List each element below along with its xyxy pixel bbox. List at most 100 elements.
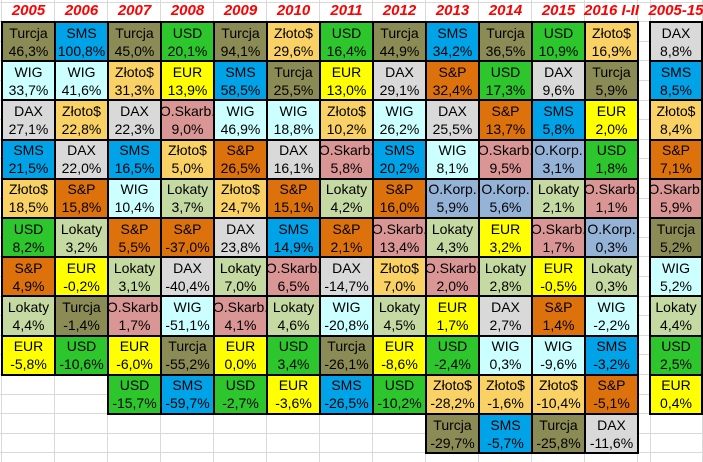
cell-2005-dax[interactable]: DAX 27,1%	[1, 99, 56, 141]
cell-2005-lokaty[interactable]: Lokaty 4,4%	[1, 295, 56, 337]
cell-2010-dax[interactable]: DAX 16,1%	[266, 138, 321, 180]
cell-2005-wig[interactable]: WIG 33,7%	[1, 60, 56, 102]
cell-2016-i-ii-sms[interactable]: SMS -3,2%	[584, 334, 639, 376]
cell-2012-wig[interactable]: WIG 26,2%	[372, 99, 427, 141]
cell-2008-sms[interactable]: SMS -59,7%	[160, 373, 215, 415]
cell-2011-eur[interactable]: EUR 13,0%	[319, 60, 374, 102]
cell-2006-zloto[interactable]: Złoto$ 22,8%	[54, 99, 109, 141]
cell-2010-s-p[interactable]: S&P 15,1%	[266, 177, 321, 219]
cell-2006-usd[interactable]: USD -10,6%	[54, 334, 109, 376]
cell-2011-turcja[interactable]: Turcja -26,1%	[319, 334, 374, 376]
cell-2015-lokaty[interactable]: Lokaty 2,1%	[531, 177, 586, 219]
cell-2007-s-p[interactable]: S&P 5,5%	[107, 217, 162, 259]
cell-2010-turcja[interactable]: Turcja 25,5%	[266, 60, 321, 102]
cell-2007-wig[interactable]: WIG 10,4%	[107, 177, 162, 219]
cell-2014-s-p[interactable]: S&P 13,7%	[478, 99, 533, 141]
cell-2013-wig[interactable]: WIG 8,1%	[425, 138, 480, 180]
cell-2014-usd[interactable]: USD 17,3%	[478, 60, 533, 102]
cell-2008-o-skarb[interactable]: O.Skarb. 9,0%	[160, 99, 215, 141]
cell-2005-15-usd[interactable]: USD 2,5%	[649, 334, 703, 376]
cell-2013-eur[interactable]: EUR 1,7%	[425, 295, 480, 337]
cell-2011-sms[interactable]: SMS -26,5%	[319, 373, 374, 415]
cell-2006-lokaty[interactable]: Lokaty 3,2%	[54, 217, 109, 259]
cell-2016-i-ii-eur[interactable]: EUR 2,0%	[584, 99, 639, 141]
cell-2013-sms[interactable]: SMS 34,2%	[425, 21, 480, 63]
cell-2016-i-ii-wig[interactable]: WIG -2,2%	[584, 295, 639, 337]
column-header-2013[interactable]: 2013	[435, 2, 470, 19]
column-header-2005[interactable]: 2005	[11, 2, 46, 19]
cell-2009-lokaty[interactable]: Lokaty 7,0%	[213, 256, 268, 298]
cell-2012-lokaty[interactable]: Lokaty 4,5%	[372, 295, 427, 337]
cell-2013-lokaty[interactable]: Lokaty 4,3%	[425, 217, 480, 259]
cell-2015-o-korp[interactable]: O.Korp. 3,1%	[531, 138, 586, 180]
cell-2010-wig[interactable]: WIG 18,8%	[266, 99, 321, 141]
cell-2014-zloto[interactable]: Złoto$ -1,6%	[478, 373, 533, 415]
cell-2014-eur[interactable]: EUR 3,2%	[478, 217, 533, 259]
cell-2015-wig[interactable]: WIG -9,6%	[531, 334, 586, 376]
cell-2012-zloto[interactable]: Złoto$ 7,0%	[372, 256, 427, 298]
cell-2010-eur[interactable]: EUR -3,6%	[266, 373, 321, 415]
cell-2005-15-dax[interactable]: DAX 8,8%	[649, 21, 703, 63]
cell-2008-s-p[interactable]: S&P -37,0%	[160, 217, 215, 259]
cell-2014-turcja[interactable]: Turcja 36,5%	[478, 21, 533, 63]
cell-2014-wig[interactable]: WIG 0,3%	[478, 334, 533, 376]
cell-2010-lokaty[interactable]: Lokaty 4,6%	[266, 295, 321, 337]
cell-2011-usd[interactable]: USD 16,4%	[319, 21, 374, 63]
cell-2008-wig[interactable]: WIG -51,1%	[160, 295, 215, 337]
cell-2013-o-korp[interactable]: O.Korp. 5,9%	[425, 177, 480, 219]
cell-2006-wig[interactable]: WIG 41,6%	[54, 60, 109, 102]
cell-2012-s-p[interactable]: S&P 16,0%	[372, 177, 427, 219]
cell-2016-i-ii-turcja[interactable]: Turcja 5,9%	[584, 60, 639, 102]
cell-2007-dax[interactable]: DAX 22,3%	[107, 99, 162, 141]
cell-2006-turcja[interactable]: Turcja -1,4%	[54, 295, 109, 337]
cell-2014-dax[interactable]: DAX 2,7%	[478, 295, 533, 337]
cell-2012-turcja[interactable]: Turcja 44,9%	[372, 21, 427, 63]
cell-2005-usd[interactable]: USD 8,2%	[1, 217, 56, 259]
cell-2011-lokaty[interactable]: Lokaty 4,2%	[319, 177, 374, 219]
column-header-2012[interactable]: 2012	[382, 2, 417, 19]
column-header-2011[interactable]: 2011	[330, 2, 363, 19]
cell-2005-15-eur[interactable]: EUR 0,4%	[649, 373, 703, 415]
cell-2015-o-skarb[interactable]: O.Skarb. 1,7%	[531, 217, 586, 259]
cell-2009-usd[interactable]: USD -2,7%	[213, 373, 268, 415]
cell-2015-dax[interactable]: DAX 9,6%	[531, 60, 586, 102]
cell-2013-zloto[interactable]: Złoto$ -28,2%	[425, 373, 480, 415]
column-header-2008[interactable]: 2008	[170, 2, 205, 19]
cell-2015-sms[interactable]: SMS 5,8%	[531, 99, 586, 141]
cell-2014-o-skarb[interactable]: O.Skarb. 9,5%	[478, 138, 533, 180]
cell-2013-turcja[interactable]: Turcja -29,7%	[425, 413, 480, 455]
cell-2005-15-o-skarb[interactable]: O.Skarb. 5,9%	[648, 177, 703, 219]
cell-2007-sms[interactable]: SMS 16,5%	[107, 138, 162, 180]
cell-2009-eur[interactable]: EUR 0,0%	[213, 334, 268, 376]
cell-2014-o-korp[interactable]: O.Korp. 5,6%	[478, 177, 533, 219]
cell-2016-i-ii-lokaty[interactable]: Lokaty 0,3%	[584, 256, 639, 298]
cell-2005-turcja[interactable]: Turcja 46,3%	[1, 21, 56, 63]
cell-2015-s-p[interactable]: S&P 1,4%	[531, 295, 586, 337]
cell-2011-zloto[interactable]: Złoto$ 10,2%	[319, 99, 374, 141]
cell-2007-usd[interactable]: USD -15,7%	[107, 373, 162, 415]
cell-2009-o-skarb[interactable]: O.Skarb. 4,1%	[213, 295, 268, 337]
cell-2008-usd[interactable]: USD 20,1%	[160, 21, 215, 63]
cell-2012-dax[interactable]: DAX 29,1%	[372, 60, 427, 102]
column-header-2015[interactable]: 2015	[541, 2, 576, 19]
cell-2008-zloto[interactable]: Złoto$ 5,0%	[160, 138, 215, 180]
cell-2007-zloto[interactable]: Złoto$ 31,3%	[107, 60, 162, 102]
cell-2009-dax[interactable]: DAX 23,8%	[213, 217, 268, 259]
cell-2007-eur[interactable]: EUR -6,0%	[107, 334, 162, 376]
cell-2012-eur[interactable]: EUR -8,6%	[372, 334, 427, 376]
cell-2012-usd[interactable]: USD -10,2%	[372, 373, 427, 415]
cell-2015-turcja[interactable]: Turcja -25,8%	[531, 413, 586, 455]
cell-2012-sms[interactable]: SMS 20,2%	[372, 138, 427, 180]
cell-2013-s-p[interactable]: S&P 32,4%	[425, 60, 480, 102]
cell-2011-o-skarb[interactable]: O.Skarb. 5,8%	[319, 138, 374, 180]
cell-2014-lokaty[interactable]: Lokaty 2,8%	[478, 256, 533, 298]
cell-2005-15-wig[interactable]: WIG 5,2%	[649, 256, 703, 298]
cell-2016-i-ii-dax[interactable]: DAX -11,6%	[584, 413, 639, 455]
cell-2005-zloto[interactable]: Złoto$ 18,5%	[1, 177, 56, 219]
cell-2016-i-ii-o-korp[interactable]: O.Korp. 0,3%	[584, 217, 639, 259]
cell-2006-dax[interactable]: DAX 22,0%	[54, 138, 109, 180]
cell-2006-eur[interactable]: EUR -0,2%	[54, 256, 109, 298]
cell-2006-s-p[interactable]: S&P 15,8%	[54, 177, 109, 219]
cell-2014-sms[interactable]: SMS -5,7%	[478, 413, 533, 455]
cell-2005-s-p[interactable]: S&P 4,9%	[1, 256, 56, 298]
